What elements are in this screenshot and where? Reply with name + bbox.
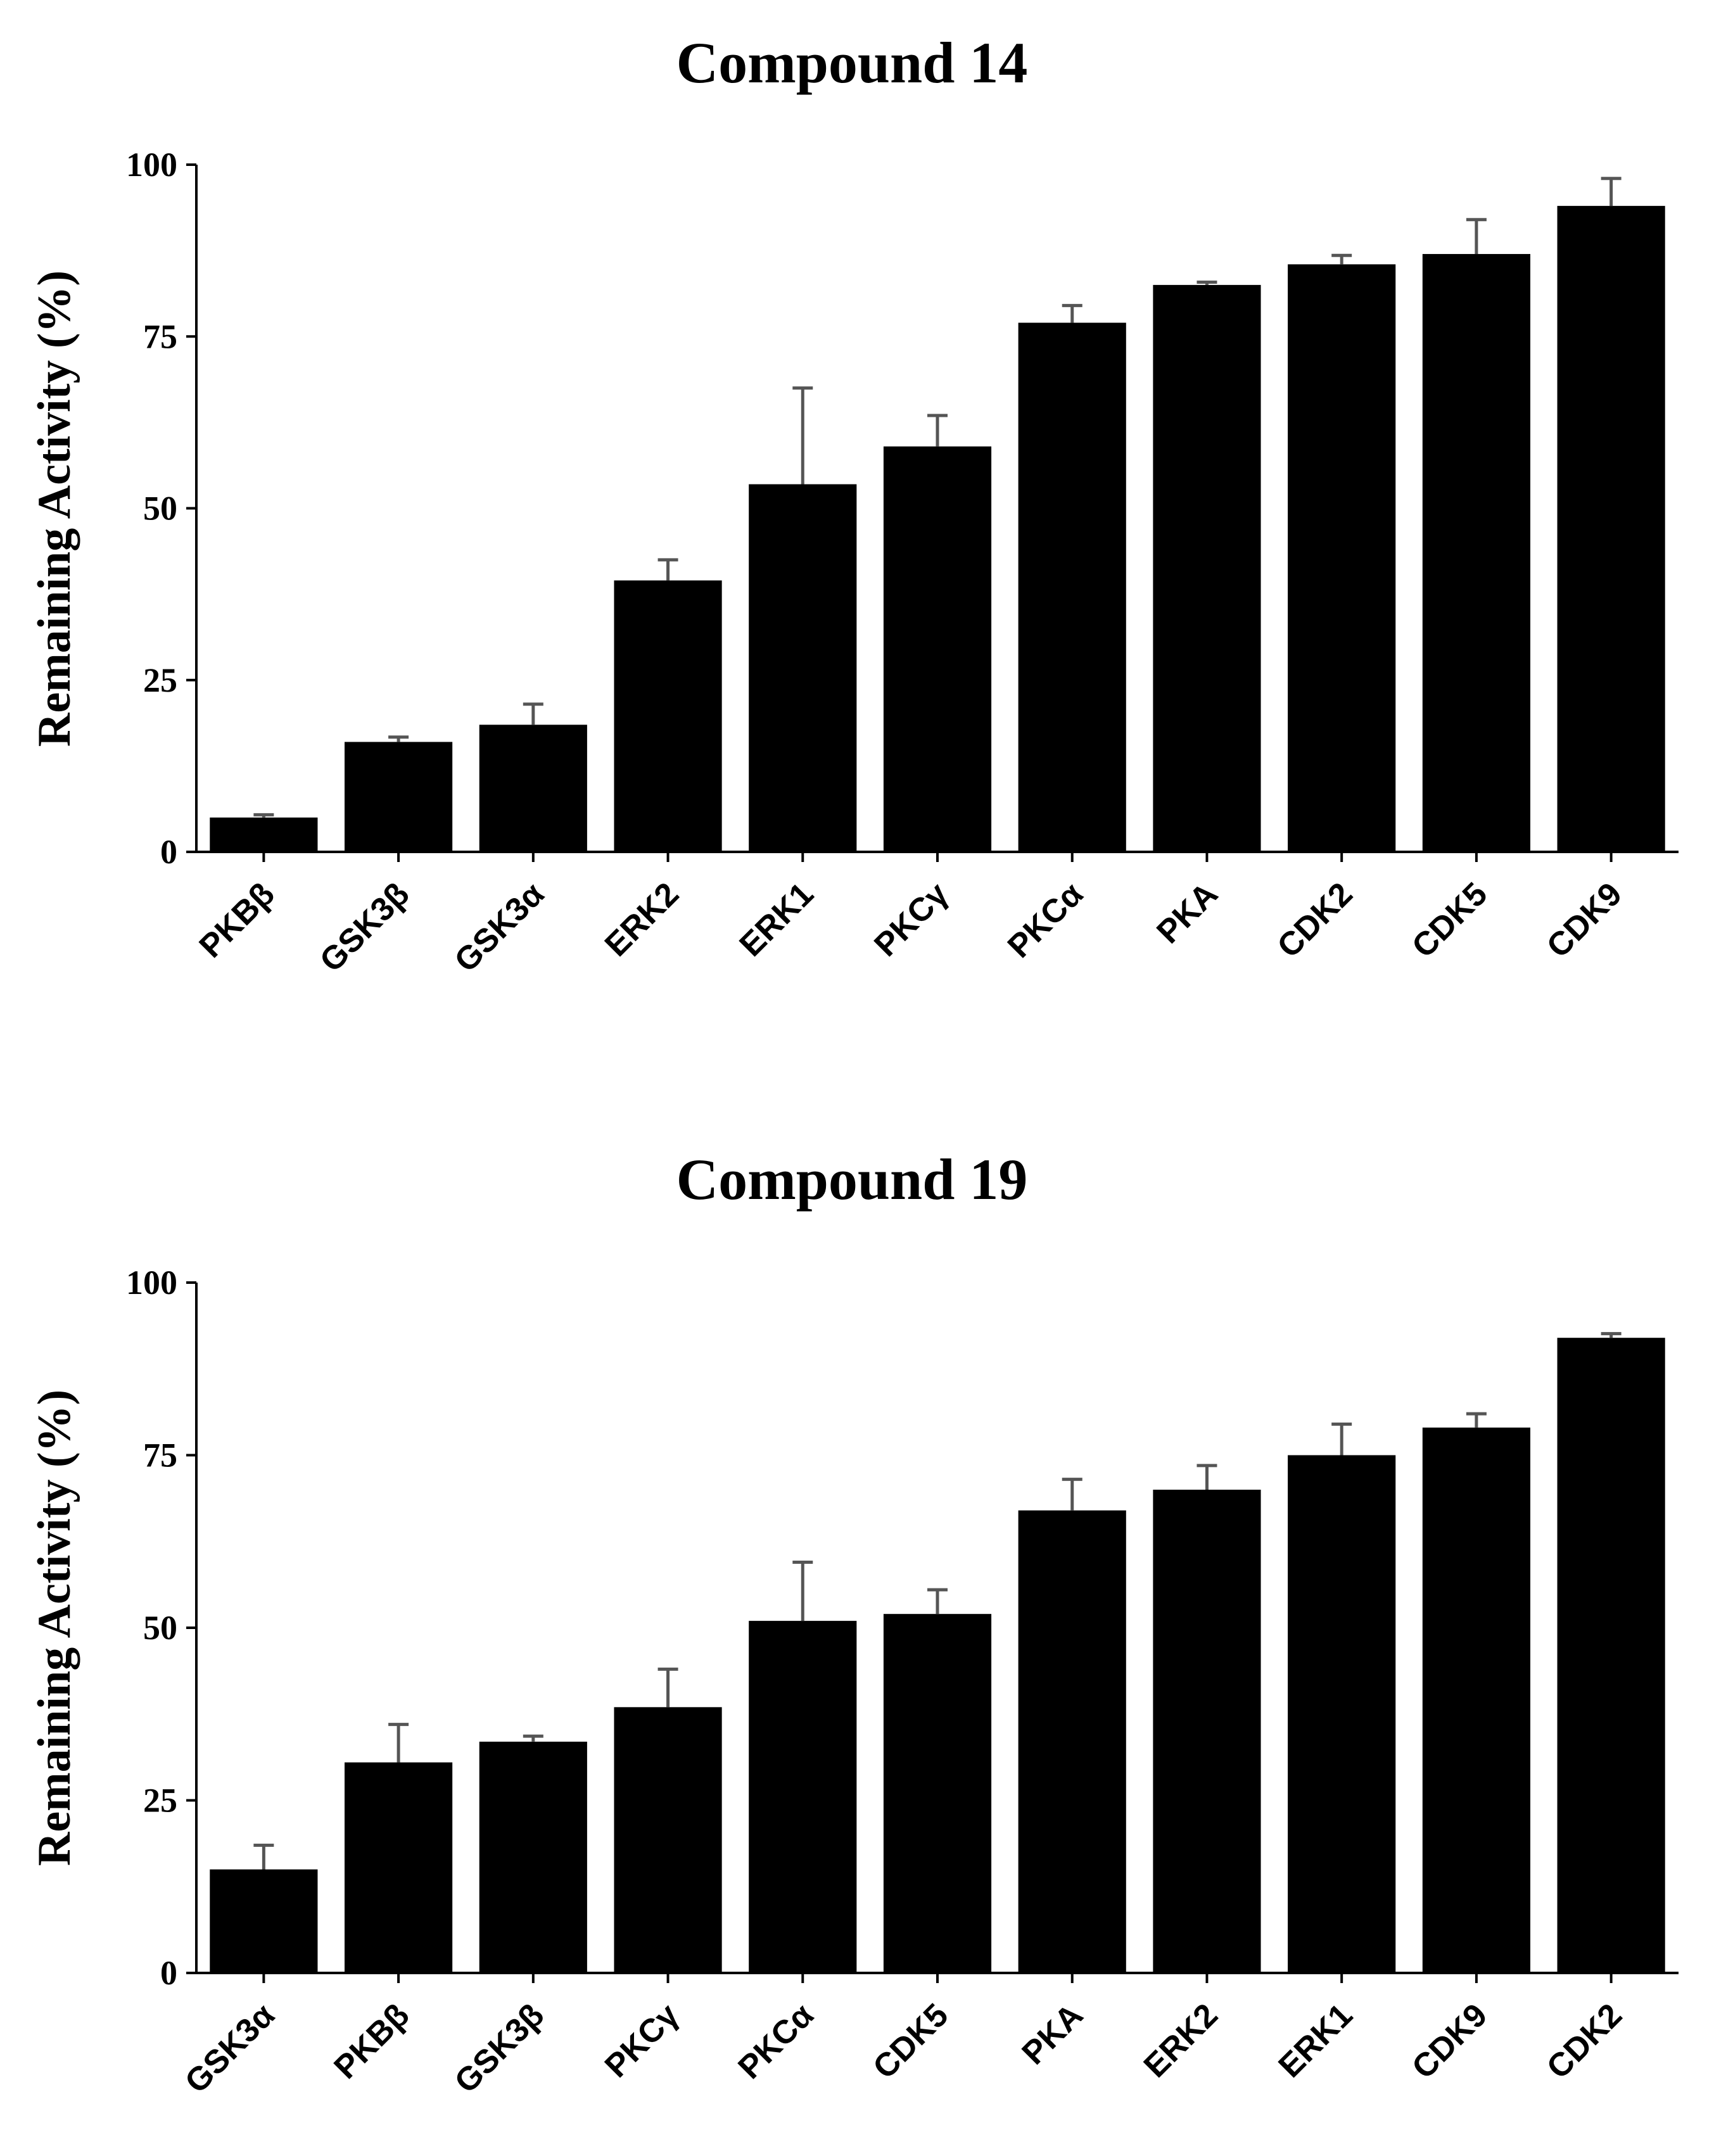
bar	[1288, 1455, 1396, 1973]
x-tick-label: PKA	[1150, 875, 1225, 951]
bar	[883, 1614, 992, 1973]
x-tick-label: CDK5	[866, 1996, 955, 2086]
chart-title: Compound 14	[676, 30, 1028, 95]
bar	[210, 1869, 318, 1973]
y-tick-label: 0	[160, 1954, 177, 1992]
x-tick-label: CDK2	[1540, 1996, 1629, 2086]
bar	[883, 446, 992, 852]
x-tick-label: PKCα	[732, 1996, 821, 2086]
bar	[1288, 264, 1396, 852]
y-tick-label: 50	[143, 1609, 177, 1647]
bar	[1557, 1338, 1665, 1973]
x-tick-label: PKCγ	[598, 1996, 686, 2084]
y-tick-label: 100	[126, 146, 177, 184]
bar	[1422, 1427, 1530, 1973]
x-tick-label: CDK9	[1405, 1996, 1494, 2086]
bar	[1422, 254, 1530, 852]
x-tick-label: CDK9	[1540, 875, 1629, 965]
bar	[1153, 284, 1261, 852]
y-tick-label: 0	[160, 833, 177, 871]
x-tick-label: GSK3α	[448, 875, 552, 979]
chart-marks: 0 25 50 75 100 GSK3α PKBβ GSK3β PKCγ PKCα CDK5 PKA E…	[126, 1264, 1679, 2100]
y-tick-label: 25	[143, 1782, 177, 1820]
x-tick-label: CDK2	[1271, 875, 1360, 965]
bar	[345, 742, 453, 852]
chart-marks: 0 25 50 75 100 PKBβ GSK3β GSK3α ERK2 ERK1 PKCγ PKCα…	[126, 146, 1679, 979]
bar	[1557, 206, 1665, 853]
y-tick-label: 75	[143, 317, 177, 355]
x-tick-label: ERK1	[1272, 1996, 1360, 2084]
x-tick-label: GSK3α	[178, 1996, 282, 2100]
bar	[210, 817, 318, 852]
y-tick-label: 100	[126, 1264, 177, 1302]
chart-title: Compound 19	[676, 1147, 1028, 1212]
x-tick-label: PKA	[1015, 1996, 1091, 2072]
y-tick-label: 25	[143, 661, 177, 699]
x-tick-label: PKCα	[1001, 875, 1090, 965]
chart-compound-19: Compound 19 Remaining Activity (%) 0 25 50…	[29, 1147, 1679, 2100]
x-tick-label: GSK3β	[313, 875, 417, 979]
y-axis-label: Remaining Activity (%)	[29, 270, 80, 747]
x-tick-label: ERK2	[598, 875, 686, 963]
chart-compound-14: Compound 14 Remaining Activity (%) 0 25 50…	[29, 30, 1679, 979]
x-tick-label: PKCγ	[867, 875, 955, 963]
bar	[614, 1707, 722, 1973]
bar	[479, 1741, 587, 1973]
y-tick-label: 50	[143, 490, 177, 528]
bar	[345, 1762, 453, 1973]
bar	[1018, 322, 1126, 852]
x-tick-label: ERK2	[1137, 1996, 1225, 2084]
bar	[1153, 1490, 1261, 1973]
x-tick-label: PKBβ	[193, 875, 282, 965]
bar	[1018, 1510, 1126, 1973]
x-tick-label: CDK5	[1405, 875, 1494, 965]
x-tick-label: ERK1	[733, 875, 821, 963]
bar	[749, 1621, 857, 1973]
bar	[479, 725, 587, 852]
bar	[749, 484, 857, 852]
x-tick-label: GSK3β	[448, 1996, 552, 2100]
y-axis-label: Remaining Activity (%)	[29, 1390, 80, 1866]
bar	[614, 580, 722, 852]
x-tick-label: PKBβ	[327, 1996, 416, 2086]
y-tick-label: 75	[143, 1436, 177, 1474]
